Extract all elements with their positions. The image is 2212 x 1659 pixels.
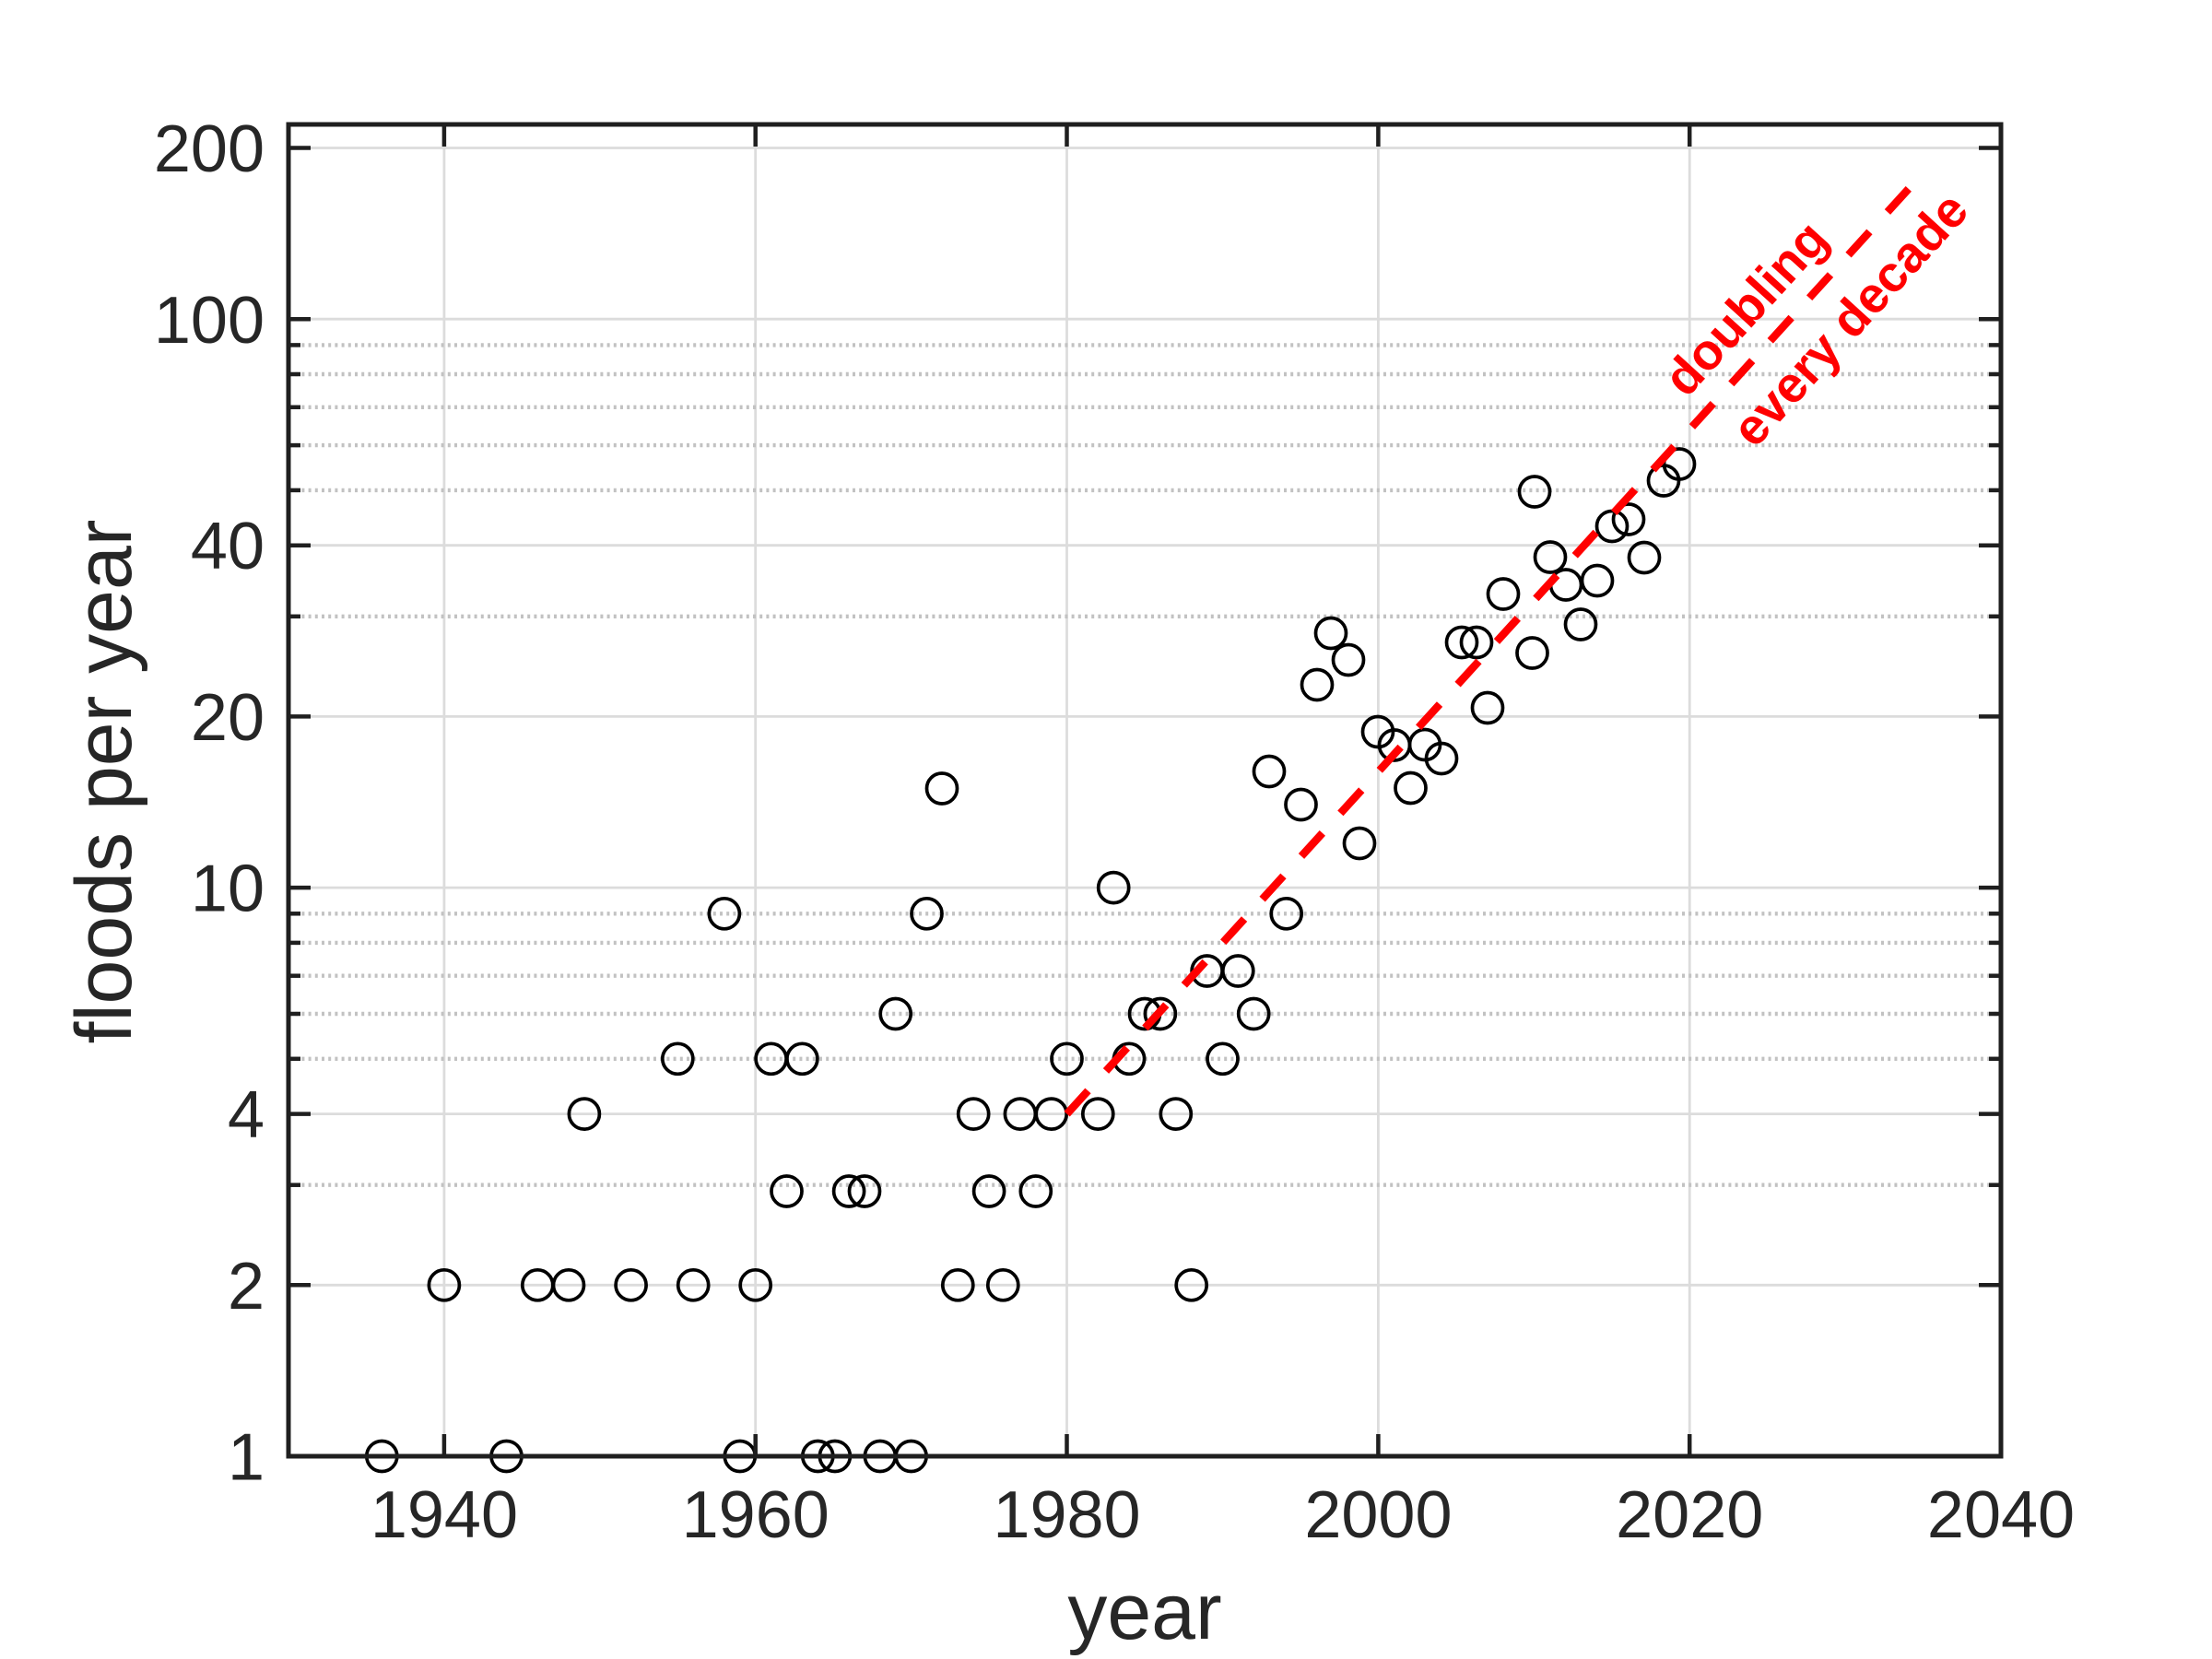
- svg-text:1960: 1960: [682, 1478, 830, 1552]
- svg-text:1940: 1940: [371, 1478, 518, 1552]
- svg-text:1: 1: [228, 1421, 265, 1495]
- svg-text:200: 200: [154, 112, 265, 186]
- svg-text:10: 10: [191, 853, 265, 926]
- svg-text:year: year: [1067, 1568, 1221, 1656]
- svg-text:100: 100: [154, 284, 265, 358]
- svg-text:2040: 2040: [1927, 1478, 2075, 1552]
- svg-text:2000: 2000: [1304, 1478, 1452, 1552]
- svg-text:floods per year: floods per year: [60, 520, 148, 1044]
- svg-text:40: 40: [191, 510, 265, 583]
- svg-text:20: 20: [191, 681, 265, 755]
- svg-text:1980: 1980: [993, 1478, 1140, 1552]
- svg-text:2: 2: [228, 1250, 265, 1324]
- svg-text:4: 4: [228, 1078, 265, 1152]
- svg-text:2020: 2020: [1616, 1478, 1763, 1552]
